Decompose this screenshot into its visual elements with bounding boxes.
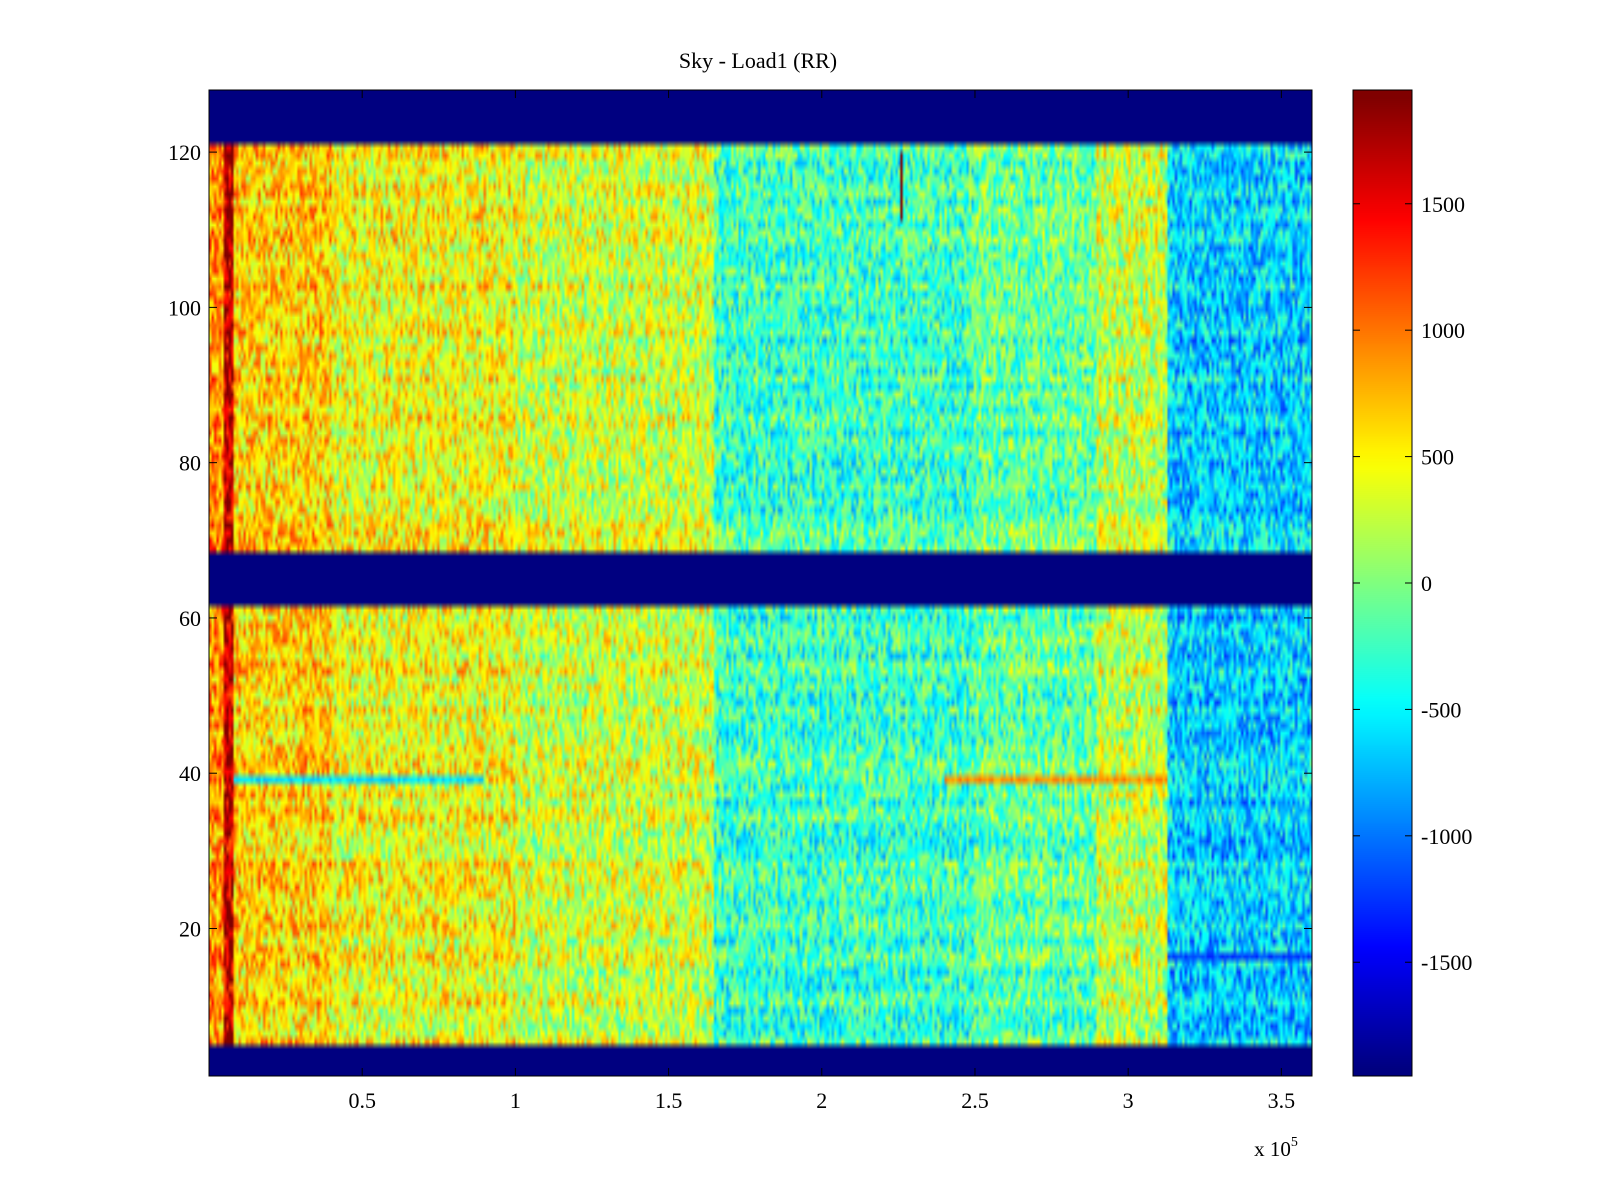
y-tick-label: 80 — [179, 451, 201, 476]
y-tick-label: 120 — [168, 140, 201, 165]
y-tick-label: 100 — [168, 295, 201, 320]
x-tick-label: 1 — [510, 1088, 521, 1113]
heatmap-image — [209, 90, 1312, 1076]
colorbar-tick-label: -500 — [1421, 697, 1461, 722]
colorbar-tick-label: 500 — [1421, 445, 1454, 470]
x-multiplier-base: x 10 — [1254, 1137, 1291, 1161]
colorbar: 1500 1000 500 0 -500 -1000 -1500 — [1352, 89, 1472, 1077]
x-tick-label: 0.5 — [348, 1088, 376, 1113]
x-tick-label: 1.5 — [655, 1088, 683, 1113]
y-axis: 20 40 60 80 100 120 — [168, 140, 1312, 941]
x-axis: 0.5 1 1.5 2 2.5 3 3.5 — [348, 90, 1295, 1113]
x-tick-label: 2 — [816, 1088, 827, 1113]
x-tick-label: 3.5 — [1268, 1088, 1296, 1113]
colorbar-tick-label: 1000 — [1421, 318, 1465, 343]
y-tick-label: 60 — [179, 606, 201, 631]
colorbar-image — [1353, 90, 1412, 1076]
y-tick-label: 40 — [179, 761, 201, 786]
x-tick-label: 3 — [1123, 1088, 1134, 1113]
x-multiplier: x 105 — [1254, 1135, 1298, 1161]
colorbar-tick-label: -1000 — [1421, 824, 1472, 849]
chart-title: Sky - Load1 (RR) — [679, 48, 837, 73]
colorbar-tick-label: 0 — [1421, 571, 1432, 596]
y-tick-label: 20 — [179, 916, 201, 941]
plot-frame — [208, 89, 1313, 1077]
plot-area — [208, 89, 1313, 1077]
colorbar-tick-label: -1500 — [1421, 950, 1472, 975]
colorbar-ticks: 1500 1000 500 0 -500 -1000 -1500 — [1353, 192, 1472, 975]
x-multiplier-exponent: 5 — [1291, 1135, 1298, 1150]
x-tick-label: 2.5 — [961, 1088, 989, 1113]
colorbar-tick-label: 1500 — [1421, 192, 1465, 217]
